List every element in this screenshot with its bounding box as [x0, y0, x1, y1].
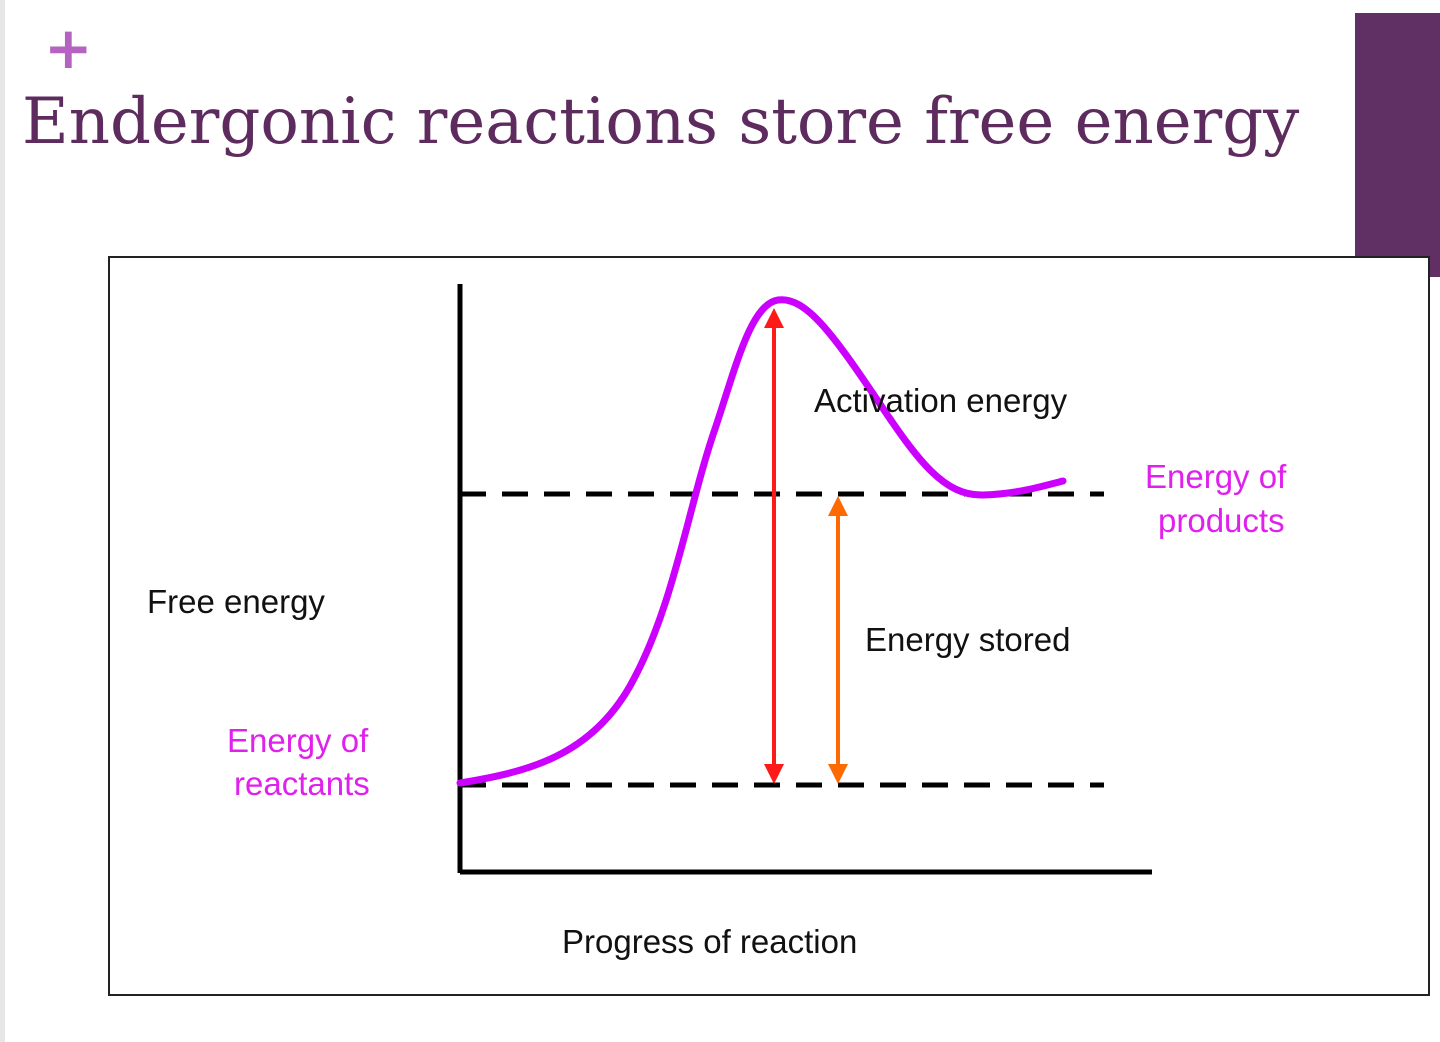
energy-stored-label: Energy stored	[865, 621, 1071, 658]
diagram-border	[108, 256, 1430, 996]
reactants-energy-label-line1: Energy of	[227, 722, 369, 759]
corner-accent-block	[1355, 13, 1440, 277]
products-energy-label-line2: products	[1158, 502, 1285, 539]
x-axis-label: Progress of reaction	[562, 923, 858, 960]
y-axis-label: Free energy	[147, 583, 325, 620]
slide-title: Endergonic reactions store free energy	[22, 85, 1300, 159]
reaction-energy-curve	[456, 296, 1067, 787]
energy-diagram: Activation energy Energy of products Fre…	[108, 256, 1430, 996]
energy-diagram-svg	[108, 256, 1430, 996]
activation-energy-label: Activation energy	[814, 382, 1068, 419]
slide-left-edge	[0, 0, 5, 1042]
products-energy-label-line1: Energy of	[1145, 458, 1287, 495]
reactants-energy-label-line2: reactants	[234, 765, 370, 802]
plus-icon: +	[44, 14, 93, 82]
